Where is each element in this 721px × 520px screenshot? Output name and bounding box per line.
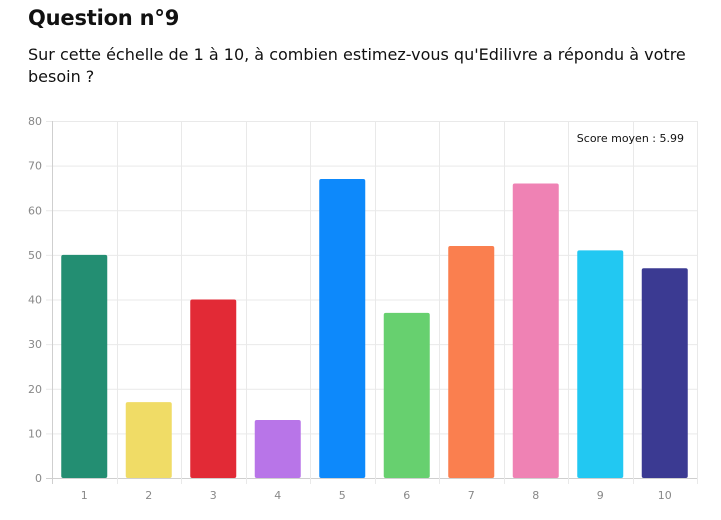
bar-3[interactable] (190, 299, 237, 479)
x-tick-label: 1 (81, 489, 88, 502)
bar-8[interactable] (512, 183, 559, 478)
x-tick-label: 10 (658, 489, 672, 502)
x-tick-label: 4 (274, 489, 281, 502)
x-tick-label: 5 (339, 489, 346, 502)
bar-2[interactable] (125, 402, 172, 478)
question-text: Sur cette échelle de 1 à 10, à combien e… (28, 45, 686, 86)
chart-axes: 0 10 20 30 40 50 60 70 80 1 2 3 4 5 6 7 8 9 10 (28, 115, 672, 502)
bar-1[interactable] (61, 254, 108, 478)
y-tick-label: 20 (28, 383, 42, 396)
x-tick-label: 9 (597, 489, 604, 502)
y-tick-label: 40 (28, 294, 42, 307)
x-tick-label: 7 (468, 489, 475, 502)
bar-10[interactable] (641, 268, 688, 478)
x-tick-label: 6 (403, 489, 410, 502)
y-tick-label: 50 (28, 249, 42, 262)
y-tick-label: 70 (28, 160, 42, 173)
y-tick-label: 0 (35, 472, 42, 485)
average-score-label: Score moyen : 5.99 (577, 132, 684, 145)
y-tick-label: 10 (28, 427, 42, 440)
bar-5[interactable] (319, 179, 366, 478)
page-title: Question n°9 (28, 6, 180, 30)
x-tick-label: 2 (145, 489, 152, 502)
bar-4[interactable] (254, 419, 301, 478)
bar-7[interactable] (448, 245, 495, 478)
y-tick-label: 30 (28, 338, 42, 351)
x-tick-label: 8 (532, 489, 539, 502)
chart-bars (61, 179, 688, 478)
bar-6[interactable] (383, 312, 430, 478)
y-tick-label: 60 (28, 204, 42, 217)
x-tick-label: 3 (210, 489, 217, 502)
y-tick-label: 80 (28, 115, 42, 128)
bar-9[interactable] (577, 250, 624, 478)
